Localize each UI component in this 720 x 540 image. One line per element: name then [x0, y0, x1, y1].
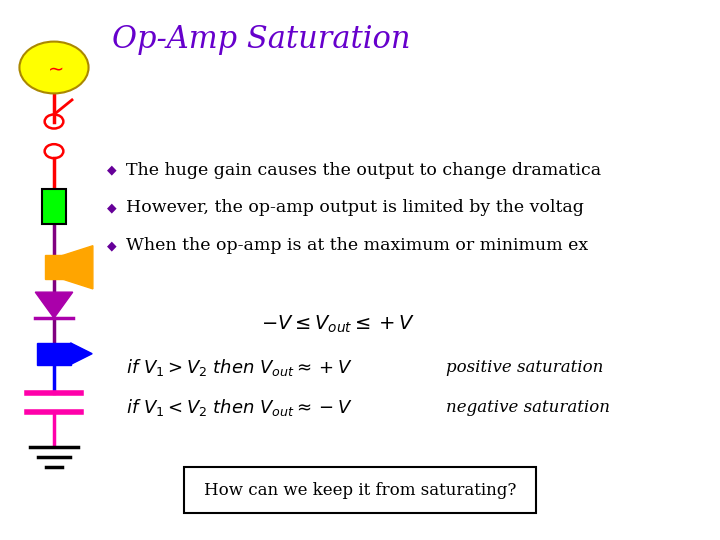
- Text: Op-Amp Saturation: Op-Amp Saturation: [112, 24, 410, 55]
- Text: $\sim$: $\sim$: [44, 58, 64, 77]
- Text: $-V \leq V_{out} \leq +V$: $-V \leq V_{out} \leq +V$: [261, 313, 415, 335]
- Text: positive saturation: positive saturation: [446, 359, 604, 376]
- FancyBboxPatch shape: [184, 467, 536, 513]
- Text: negative saturation: negative saturation: [446, 399, 611, 416]
- Text: $if\ V_1 < V_2\ then\ V_{out} \approx -V$: $if\ V_1 < V_2\ then\ V_{out} \approx -V…: [126, 397, 353, 418]
- Polygon shape: [63, 246, 93, 289]
- FancyBboxPatch shape: [42, 189, 66, 224]
- Text: However, the op-amp output is limited by the voltag: However, the op-amp output is limited by…: [126, 199, 584, 217]
- Text: ◆: ◆: [107, 201, 117, 214]
- Polygon shape: [35, 292, 73, 318]
- Circle shape: [19, 42, 89, 93]
- Text: The huge gain causes the output to change dramatica: The huge gain causes the output to chang…: [126, 161, 601, 179]
- FancyBboxPatch shape: [45, 255, 63, 279]
- Text: ◆: ◆: [107, 239, 117, 252]
- Text: When the op-amp is at the maximum or minimum ex: When the op-amp is at the maximum or min…: [126, 237, 588, 254]
- FancyBboxPatch shape: [37, 343, 71, 364]
- Text: $if\ V_1 > V_2\ then\ V_{out} \approx +V$: $if\ V_1 > V_2\ then\ V_{out} \approx +V…: [126, 357, 353, 377]
- Polygon shape: [71, 343, 92, 364]
- Text: ◆: ◆: [107, 164, 117, 177]
- Text: How can we keep it from saturating?: How can we keep it from saturating?: [204, 482, 516, 498]
